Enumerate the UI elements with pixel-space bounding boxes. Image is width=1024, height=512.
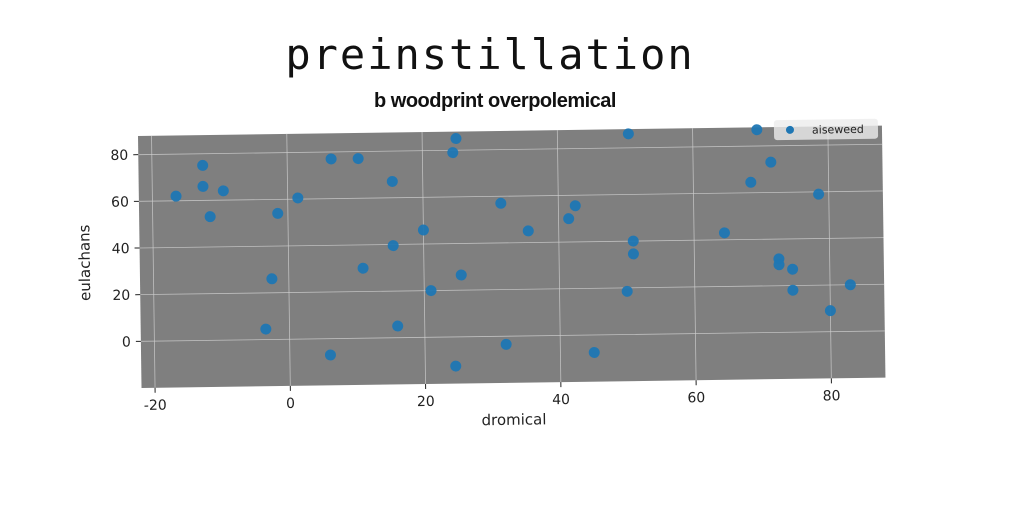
scatter-point bbox=[751, 124, 763, 136]
scatter-point bbox=[824, 305, 836, 317]
scatter-point bbox=[627, 248, 639, 260]
scatter-point bbox=[272, 207, 284, 219]
scatter-point bbox=[417, 224, 429, 236]
scatter-point bbox=[495, 197, 507, 209]
x-axis-label: dromical bbox=[481, 410, 546, 429]
scatter-point bbox=[260, 323, 272, 335]
x-tick-label: 20 bbox=[417, 394, 435, 410]
scatter-point bbox=[622, 128, 634, 140]
scatter-point bbox=[588, 346, 600, 358]
scatter-point bbox=[765, 156, 777, 168]
x-grid-line bbox=[556, 130, 562, 383]
x-tick-label: 40 bbox=[552, 392, 570, 408]
x-tick-label: 80 bbox=[823, 388, 841, 404]
scatter-point bbox=[718, 227, 730, 239]
scatter-point bbox=[217, 185, 229, 197]
scatter-point bbox=[455, 269, 467, 281]
scatter-point bbox=[844, 279, 856, 291]
data-points bbox=[170, 124, 856, 372]
scatter-point bbox=[450, 133, 462, 145]
y-axis: 0 20 40 60 80 bbox=[110, 148, 141, 351]
y-grid-line bbox=[140, 330, 885, 342]
scatter-point bbox=[357, 262, 369, 274]
y-tick-label: 40 bbox=[112, 241, 130, 257]
scatter-point bbox=[425, 285, 437, 297]
scatter-point bbox=[787, 263, 799, 275]
chart-subtitle: b woodprint overpolemical bbox=[374, 90, 616, 112]
y-tick-label: 80 bbox=[110, 148, 128, 164]
scatter-point bbox=[813, 188, 825, 200]
scatter-point bbox=[627, 235, 639, 247]
scatter-point bbox=[352, 153, 364, 165]
y-grid-line bbox=[140, 283, 885, 296]
scatter-point bbox=[787, 284, 799, 296]
y-axis-label: eulachans bbox=[75, 224, 94, 301]
legend: aiseweed bbox=[773, 118, 879, 141]
scatter-point bbox=[522, 225, 534, 237]
y-grid-line bbox=[138, 190, 883, 202]
legend-box bbox=[773, 118, 879, 141]
y-tick-label: 0 bbox=[122, 334, 131, 350]
scatter-point bbox=[447, 147, 459, 159]
legend-marker bbox=[785, 125, 794, 134]
scatter-point bbox=[197, 159, 209, 171]
scatter-point bbox=[266, 273, 278, 285]
scatter-point bbox=[500, 338, 512, 350]
x-tick-label: -20 bbox=[144, 398, 167, 414]
x-tick-label: 60 bbox=[687, 390, 705, 406]
scatter-point bbox=[773, 259, 785, 271]
scatter-point bbox=[450, 360, 462, 372]
scatter-point bbox=[324, 349, 336, 361]
x-grid-line bbox=[421, 132, 426, 385]
x-tick-label: 0 bbox=[286, 396, 295, 412]
scatter-point bbox=[292, 192, 304, 204]
x-grid-line bbox=[286, 133, 291, 386]
scatter-point bbox=[621, 285, 633, 297]
x-grid-line bbox=[151, 135, 156, 388]
y-tick-label: 20 bbox=[112, 288, 130, 304]
x-axis: -20 0 20 40 60 80 bbox=[144, 378, 841, 414]
grid-lines bbox=[138, 126, 885, 388]
scatter-point bbox=[204, 211, 216, 223]
scatter-point bbox=[392, 320, 404, 332]
scatter-point bbox=[387, 240, 399, 252]
scatter-point bbox=[745, 176, 757, 188]
scatter-point bbox=[197, 180, 209, 192]
x-grid-line bbox=[827, 126, 832, 379]
scatter-point bbox=[386, 175, 398, 187]
y-grid-line bbox=[139, 237, 884, 249]
scatter-point bbox=[325, 153, 337, 165]
legend-label: aiseweed bbox=[812, 123, 864, 137]
scatter-point bbox=[170, 190, 182, 202]
scatter-point bbox=[569, 200, 581, 212]
scatter-point bbox=[563, 213, 575, 225]
chart-title: preinstillation bbox=[285, 30, 695, 79]
plot-area bbox=[138, 125, 886, 388]
x-grid-line bbox=[692, 128, 697, 381]
y-grid-line bbox=[138, 143, 883, 156]
y-tick-label: 60 bbox=[111, 194, 129, 210]
